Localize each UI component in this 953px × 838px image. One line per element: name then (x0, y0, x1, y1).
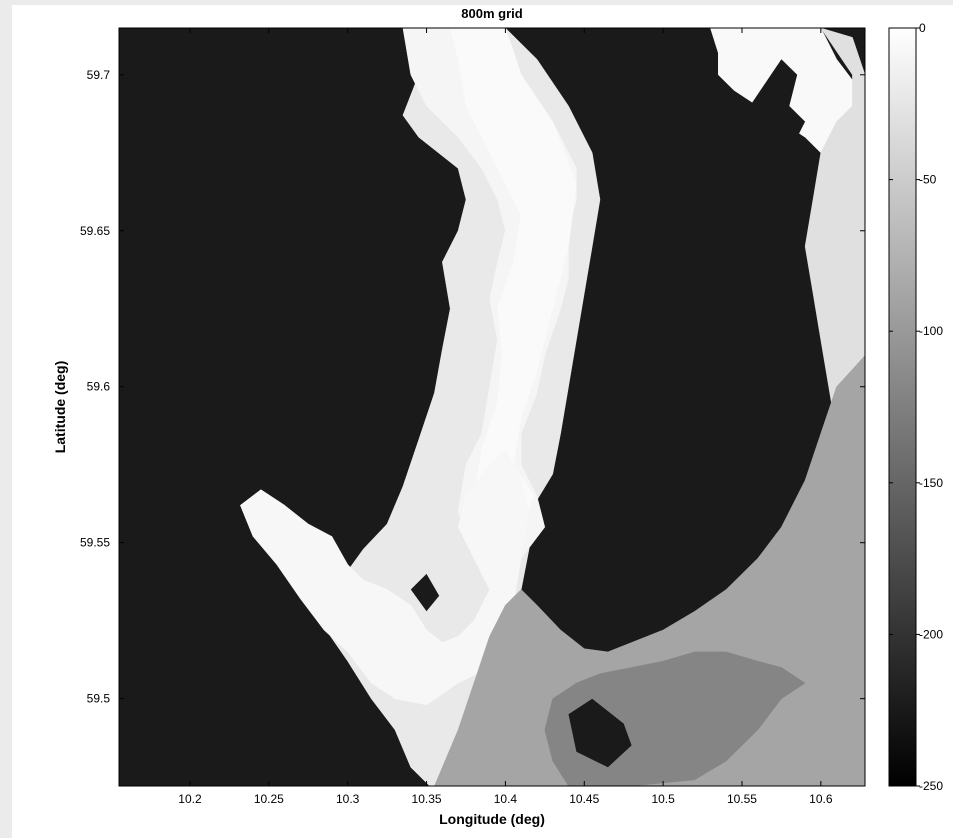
colorbar-tick-label: -150 (919, 476, 943, 490)
x-axis-label: Longitude (deg) (439, 811, 545, 827)
land-patch-2 (410, 573, 440, 612)
land-patch-0 (749, 59, 806, 153)
water-layer (240, 28, 865, 786)
x-tick-label: 10.45 (569, 792, 599, 806)
colorbar-tick-label: 0 (919, 21, 926, 35)
y-tick-label: 59.6 (87, 380, 111, 394)
plot-frame (118, 27, 866, 787)
x-tick-label: 10.4 (494, 792, 518, 806)
x-tick-label: 10.25 (254, 792, 284, 806)
y-axis-label: Latitude (deg) (52, 361, 68, 454)
colorbar-tick-label: -100 (919, 324, 943, 338)
x-tick-label: 10.6 (809, 792, 833, 806)
heatmap-chart: 800m grid 10.2 10.25 10.3 10.35 10.4 10.45 10.5… (52, 6, 943, 827)
chart-title: 800m grid (461, 6, 522, 21)
y-tick-label: 59.55 (80, 536, 110, 550)
y-tick-label: 59.65 (80, 224, 110, 238)
y-tick-label: 59.7 (87, 68, 111, 82)
figure: 800m grid 10.2 10.25 10.3 10.35 10.4 10.45 10.5… (12, 5, 953, 838)
x-tick-label: 10.35 (412, 792, 442, 806)
colorbar (888, 27, 917, 787)
x-tick-label: 10.3 (336, 792, 360, 806)
land-patch-1 (568, 698, 632, 768)
colorbar-tick-label: -250 (919, 779, 943, 793)
y-tick-label: 59.5 (87, 692, 111, 706)
x-tick-label: 10.2 (178, 792, 202, 806)
colorbar-tick-label: -50 (919, 173, 937, 187)
water-region-3 (240, 448, 530, 706)
x-tick-label: 10.5 (651, 792, 675, 806)
colorbar-tick-label: -200 (919, 627, 943, 641)
x-tick-label: 10.55 (727, 792, 757, 806)
